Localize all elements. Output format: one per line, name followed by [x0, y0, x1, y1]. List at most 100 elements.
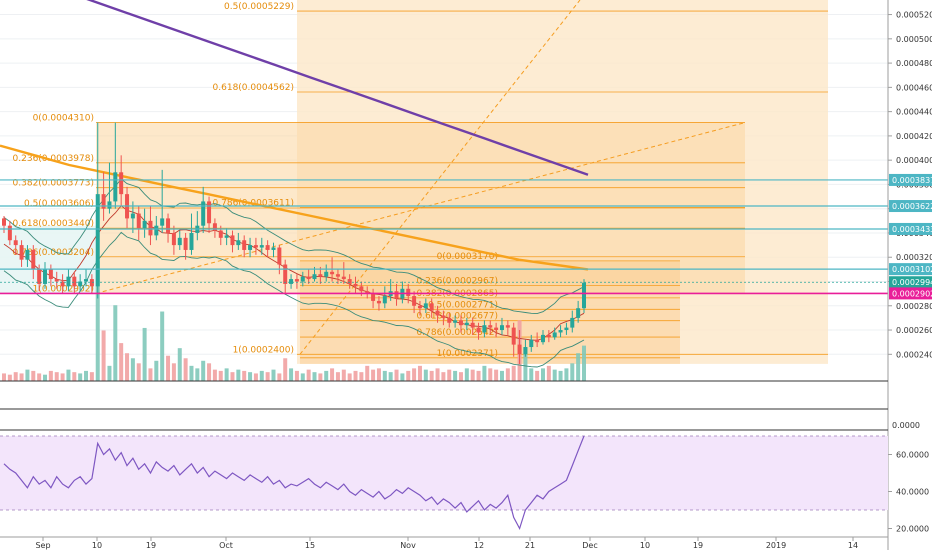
candle-body	[505, 325, 510, 328]
volume-bar	[300, 373, 305, 381]
fib-mid-level-label: 0.236(0.0003978)	[13, 154, 94, 164]
candle-body	[289, 279, 294, 284]
candle-body	[177, 237, 182, 246]
volume-bar	[417, 365, 422, 381]
candle-body	[529, 339, 534, 348]
candle-body	[242, 240, 247, 250]
horizontal-lines[interactable]	[0, 179, 888, 295]
candle-body	[412, 296, 417, 306]
candle-body	[552, 332, 557, 338]
date-label: Nov	[400, 541, 416, 550]
candle-body	[423, 303, 428, 309]
volume-bar	[499, 370, 504, 381]
candle-body	[43, 269, 48, 284]
volume-bar	[429, 370, 434, 381]
candle-body	[517, 344, 522, 355]
candle-body	[189, 232, 194, 250]
candle-body	[171, 232, 176, 246]
price-tag-box	[889, 287, 932, 300]
volume-bar	[195, 368, 200, 381]
volume-bar	[119, 343, 124, 381]
fib-small-level-label: 0.618(0.0002677)	[417, 312, 498, 322]
volume-bar	[294, 370, 299, 381]
volume-bar	[441, 372, 446, 381]
fib-mid-level-label: 0.618(0.0003440)	[13, 219, 94, 229]
candle-body	[13, 240, 18, 246]
volume-bar	[494, 369, 499, 381]
candle-body	[212, 223, 217, 231]
candle-body	[429, 303, 434, 311]
candle-body	[148, 220, 153, 236]
fib-large-level-label: 0.5(0.0005229)	[224, 2, 294, 12]
volume-bar	[335, 372, 340, 381]
volume-bar	[236, 369, 241, 381]
candle-body	[89, 279, 94, 287]
candle-body	[2, 218, 6, 226]
candle-body	[576, 308, 581, 318]
volume-bar	[154, 360, 159, 381]
candle-body	[558, 330, 563, 333]
volume-bar	[511, 365, 516, 381]
candle-body	[330, 271, 335, 275]
price-tag-label: 0.0003622	[892, 202, 932, 211]
volume-bar	[330, 368, 335, 381]
candle-body	[25, 249, 30, 260]
date-axis-labels: Sep 10 19 Oct 15 Nov 12 21 Dec 10 19 2019 14	[35, 537, 858, 550]
volume-bar	[382, 370, 387, 381]
volume-bar	[289, 368, 294, 381]
candle-body	[382, 296, 387, 304]
date-label: Dec	[582, 541, 597, 550]
volume-bar	[271, 369, 276, 381]
candle-body	[95, 194, 100, 287]
date-label: 21	[525, 541, 535, 550]
candle-body	[142, 220, 147, 229]
volume-bar	[37, 373, 42, 381]
candle-body	[365, 291, 370, 294]
date-label: Sep	[35, 541, 50, 550]
rsi-tick-label: 20.0000	[896, 525, 929, 534]
candle-body	[499, 325, 504, 331]
volume-bar	[78, 373, 83, 381]
candle-body	[312, 274, 317, 280]
fib-small-level-label: 0(0.0003170)	[437, 252, 498, 262]
volume-bar	[371, 369, 376, 381]
price-tag-label: 0.0002994	[892, 278, 932, 287]
volume-bar	[529, 368, 534, 381]
volume-bar	[171, 363, 176, 381]
volume-bar	[488, 368, 493, 381]
volume-bar	[60, 373, 65, 381]
candle-body	[113, 172, 118, 202]
fib-mid-level-label: 1(0.0002902)	[33, 284, 94, 294]
candle-body	[207, 201, 212, 224]
volume-bar	[476, 370, 481, 381]
volume-bar	[470, 369, 475, 381]
volume-bar	[546, 365, 551, 381]
candle-body	[376, 300, 381, 304]
date-label: 10	[92, 541, 102, 550]
candle-body	[371, 293, 376, 301]
price-tag-box	[889, 263, 932, 276]
volume-bar	[31, 370, 36, 381]
volume-bar	[353, 370, 358, 381]
volume-bar	[2, 373, 6, 381]
price-tag-label: 0.0003102	[892, 265, 932, 274]
candle-body	[101, 194, 106, 209]
candle-body	[201, 201, 206, 226]
candle-body	[218, 230, 223, 238]
volume-bar	[136, 363, 141, 381]
volume-bar	[347, 373, 352, 381]
candle-body	[72, 276, 77, 287]
candle-body	[84, 279, 89, 282]
price-tick-label: 0.0002400	[896, 350, 932, 359]
candle-body	[136, 213, 141, 229]
candle-body	[476, 327, 481, 333]
volume-bar	[113, 305, 118, 381]
candle-body	[236, 240, 241, 246]
volume-bar	[125, 353, 130, 381]
